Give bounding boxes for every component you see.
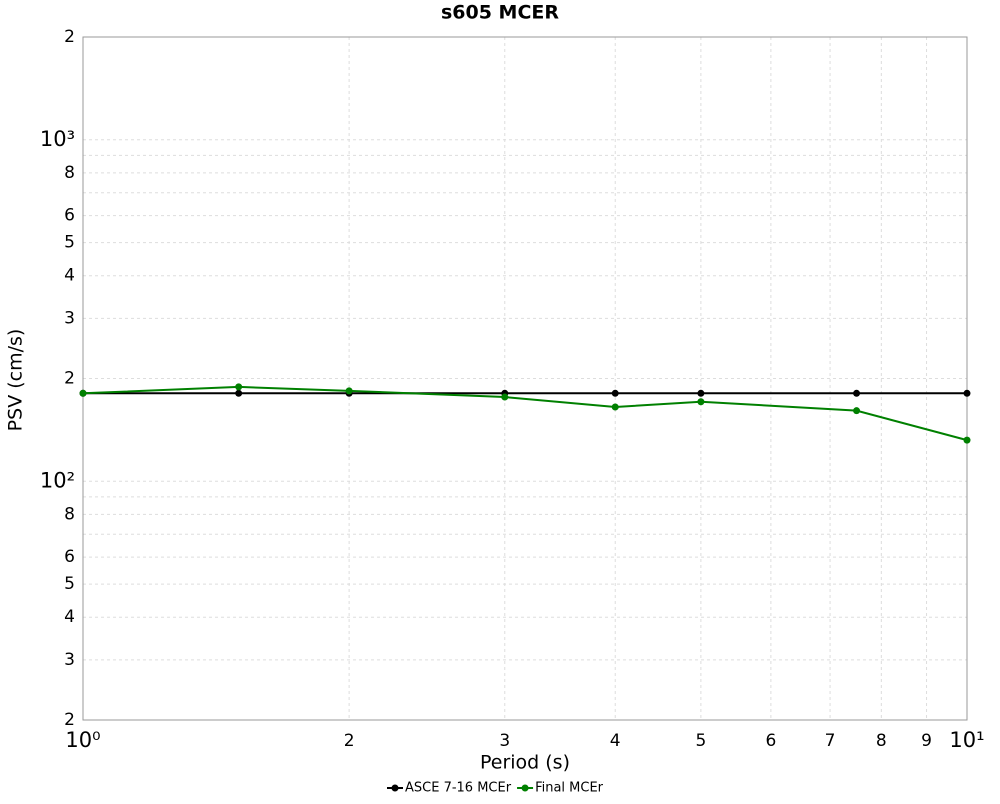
y-tick-label: 10² xyxy=(40,468,75,492)
x-tick-label: 10⁰ xyxy=(65,728,100,752)
y-tick-label: 6 xyxy=(64,206,75,226)
x-tick-label: 10¹ xyxy=(949,728,984,752)
data-point xyxy=(963,436,971,444)
chart-title: s605 MCER xyxy=(441,2,559,24)
x-axis-label: Period (s) xyxy=(480,752,570,774)
y-tick-label: 2 xyxy=(64,369,75,389)
data-point xyxy=(697,398,705,406)
x-tick-label: 8 xyxy=(876,731,887,751)
y-tick-label: 6 xyxy=(64,547,75,567)
y-tick-label: 8 xyxy=(64,163,75,183)
data-point xyxy=(501,393,509,401)
data-point xyxy=(611,389,619,397)
x-tick-label: 5 xyxy=(695,731,706,751)
y-tick-label: 3 xyxy=(64,308,75,328)
y-tick-label: 2 xyxy=(64,27,75,47)
y-tick-label: 10³ xyxy=(40,127,75,151)
legend-marker xyxy=(391,784,399,792)
data-point xyxy=(963,389,971,397)
y-axis-label: PSV (cm/s) xyxy=(5,329,27,432)
y-tick-label: 4 xyxy=(64,607,75,627)
plot-border xyxy=(82,36,968,721)
legend-label: ASCE 7-16 MCEr xyxy=(405,781,512,796)
x-tick-label: 9 xyxy=(921,731,932,751)
data-point xyxy=(235,389,243,397)
legend-label: Final MCEr xyxy=(535,781,604,796)
data-point xyxy=(235,383,243,391)
x-tick-label: 4 xyxy=(610,731,621,751)
y-tick-label: 2 xyxy=(64,710,75,730)
series-line xyxy=(82,385,968,442)
data-point xyxy=(853,407,861,415)
data-point xyxy=(345,387,353,395)
data-point xyxy=(79,389,87,397)
x-tick-label: 2 xyxy=(344,731,355,751)
data-point xyxy=(697,389,705,397)
y-tick-label: 5 xyxy=(64,233,75,253)
y-tick-label: 3 xyxy=(64,650,75,670)
y-tick-label: 4 xyxy=(64,266,75,286)
x-tick-label: 7 xyxy=(825,731,836,751)
y-tick-label: 8 xyxy=(64,504,75,524)
legend-marker xyxy=(521,784,529,792)
y-tick-label: 5 xyxy=(64,574,75,594)
x-tick-label: 6 xyxy=(765,731,776,751)
data-point xyxy=(611,403,619,411)
data-point xyxy=(853,389,861,397)
x-tick-label: 3 xyxy=(499,731,510,751)
